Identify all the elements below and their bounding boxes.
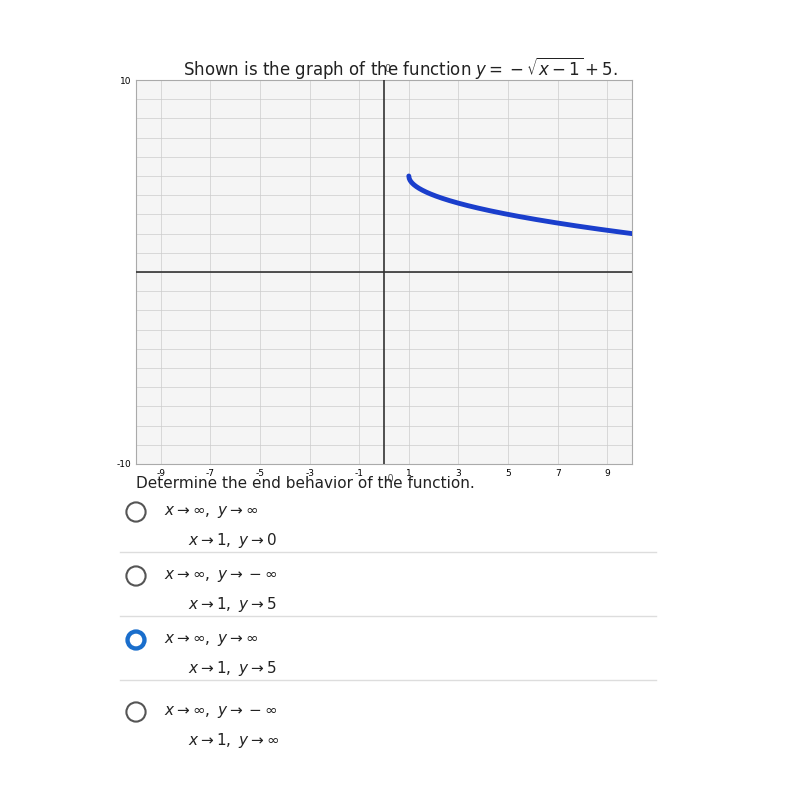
- Text: $x \rightarrow 1,\ y \rightarrow 5$: $x \rightarrow 1,\ y \rightarrow 5$: [188, 658, 277, 678]
- Text: $x \rightarrow 1,\ y \rightarrow 0$: $x \rightarrow 1,\ y \rightarrow 0$: [188, 530, 277, 550]
- Text: Determine the end behavior of the function.: Determine the end behavior of the functi…: [136, 477, 474, 491]
- Text: -0: -0: [385, 474, 394, 483]
- Text: $x \rightarrow \infty,\ y \rightarrow -\infty$: $x \rightarrow \infty,\ y \rightarrow -\…: [164, 704, 277, 720]
- Text: $x \rightarrow \infty,\ y \rightarrow -\infty$: $x \rightarrow \infty,\ y \rightarrow -\…: [164, 568, 277, 584]
- Text: Shown is the graph of the function $y = -\sqrt{x-1}+5$.: Shown is the graph of the function $y = …: [182, 55, 618, 81]
- Text: $x \rightarrow \infty,\ y \rightarrow \infty$: $x \rightarrow \infty,\ y \rightarrow \i…: [164, 504, 258, 520]
- Text: $x \rightarrow 1,\ y \rightarrow 5$: $x \rightarrow 1,\ y \rightarrow 5$: [188, 594, 277, 614]
- Text: $x \rightarrow 1,\ y \rightarrow \infty$: $x \rightarrow 1,\ y \rightarrow \infty$: [188, 730, 279, 750]
- Text: $x \rightarrow \infty,\ y \rightarrow \infty$: $x \rightarrow \infty,\ y \rightarrow \i…: [164, 632, 258, 648]
- Text: 0: 0: [385, 64, 390, 74]
